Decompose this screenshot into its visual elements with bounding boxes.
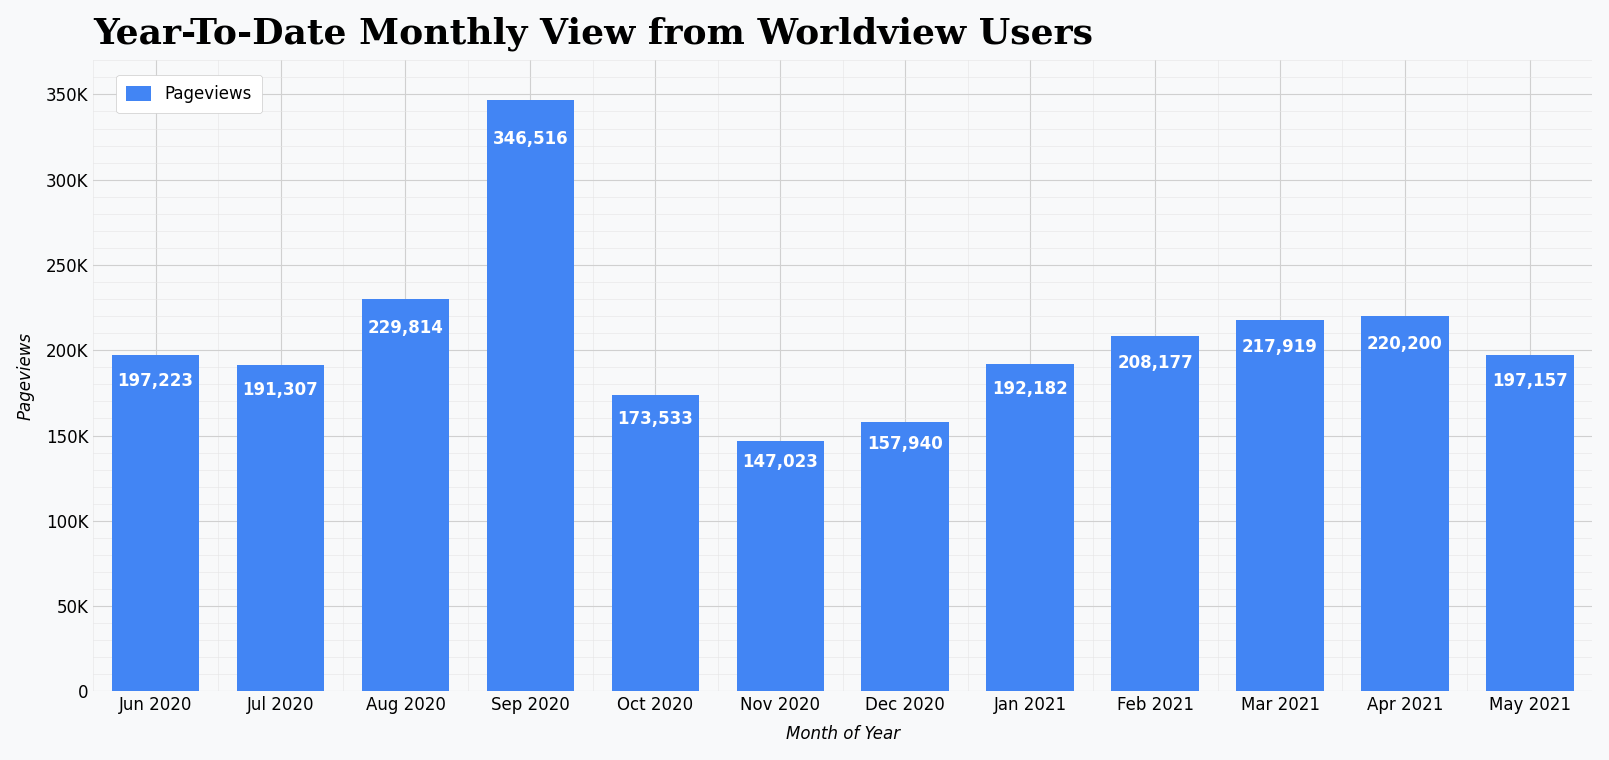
Text: 191,307: 191,307	[243, 382, 319, 400]
Bar	[1487, 355, 1574, 692]
Text: 220,200: 220,200	[1368, 334, 1443, 353]
Text: 147,023: 147,023	[742, 453, 819, 471]
Text: 346,516: 346,516	[492, 130, 568, 148]
Text: 192,182: 192,182	[993, 380, 1068, 398]
Bar	[113, 355, 200, 692]
Bar	[1236, 320, 1324, 692]
Bar	[1112, 337, 1199, 692]
Text: 217,919: 217,919	[1242, 338, 1318, 356]
Y-axis label: Pageviews: Pageviews	[16, 332, 35, 420]
Text: 197,157: 197,157	[1492, 372, 1567, 390]
Bar	[861, 422, 949, 692]
Text: 197,223: 197,223	[117, 372, 193, 390]
Text: 173,533: 173,533	[618, 410, 693, 428]
Bar	[1361, 316, 1448, 692]
Bar	[986, 363, 1073, 692]
Bar	[737, 441, 824, 692]
Text: 229,814: 229,814	[367, 319, 444, 337]
Bar	[611, 395, 698, 692]
Bar	[486, 100, 574, 692]
Legend: Pageviews: Pageviews	[116, 75, 262, 113]
Bar	[237, 365, 325, 692]
X-axis label: Month of Year: Month of Year	[785, 725, 899, 743]
Bar	[362, 299, 449, 692]
Text: Year-To-Date Monthly View from Worldview Users: Year-To-Date Monthly View from Worldview…	[93, 17, 1093, 51]
Text: 208,177: 208,177	[1117, 354, 1192, 372]
Text: 157,940: 157,940	[867, 435, 943, 454]
